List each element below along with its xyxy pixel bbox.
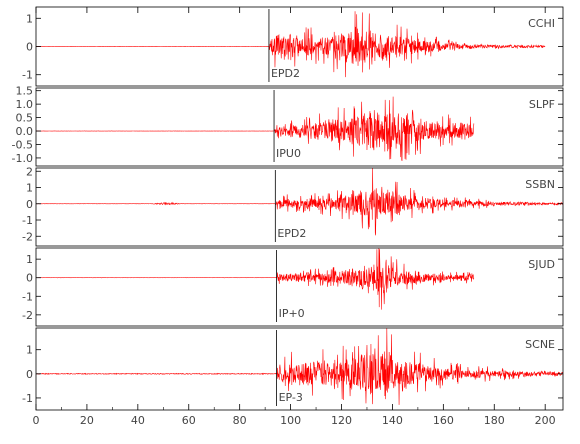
y-tick-label: -0.5 (12, 138, 33, 151)
x-tick-label: 20 (80, 414, 94, 427)
station-label: SCNE (525, 338, 555, 351)
y-tick-label: -1 (22, 69, 33, 82)
y-tick-label: 0 (26, 368, 33, 381)
y-tick-label: 1.5 (16, 85, 34, 98)
x-tick-label: 60 (182, 414, 196, 427)
station-label: SLPF (529, 98, 555, 111)
waveform-trace (35, 11, 546, 78)
waveform-trace (35, 247, 475, 310)
phase-pick-label: EPD2 (271, 67, 300, 80)
x-tick-label: 180 (484, 414, 505, 427)
phase-pick-label: IPU0 (276, 147, 301, 160)
y-tick-label: -1.0 (12, 152, 33, 165)
x-tick-label: 200 (535, 414, 556, 427)
panel-frame (35, 87, 564, 167)
station-label: CCHI (528, 17, 555, 30)
station-label: SJUD (528, 258, 555, 271)
y-tick-label: 1.0 (16, 98, 34, 111)
y-tick-label: 0 (26, 41, 33, 54)
phase-pick-label: EP-3 (279, 391, 303, 404)
y-tick-label: -1 (22, 392, 33, 405)
panel-frame (35, 6, 564, 87)
panel-scne: EP-3 SCNE -1 0 1 (22, 327, 564, 411)
y-tick-label: 0 (26, 272, 33, 285)
panel-frame (35, 327, 564, 411)
waveform-trace (35, 167, 564, 236)
panel-cchi: EPD2 CCHI -1 0 1 (22, 6, 564, 87)
x-tick-label: 160 (433, 414, 454, 427)
waveform-trace (35, 328, 564, 405)
x-tick-label: 0 (33, 414, 40, 427)
phase-pick-label: IP+0 (279, 307, 305, 320)
y-tick-label: 1 (26, 344, 33, 357)
x-tick-label: 40 (131, 414, 145, 427)
panel-frame (35, 167, 564, 247)
y-tick-label: -2 (22, 309, 33, 322)
panel-sjud: IP+0 SJUD -2 -1 0 1 (22, 247, 564, 327)
y-tick-label: 0.5 (16, 112, 34, 125)
y-tick-label: 0.0 (16, 125, 34, 138)
y-tick-label: 1 (26, 12, 33, 25)
phase-pick-label: EPD2 (277, 227, 306, 240)
x-axis: 0 20 40 60 80 100 120 140 160 180 200 (33, 7, 556, 427)
waveform-trace (35, 96, 475, 161)
y-tick-label: 2 (26, 165, 33, 178)
y-tick-label: -2 (22, 230, 33, 243)
station-label: SSBN (525, 178, 555, 191)
y-tick-label: 1 (26, 182, 33, 195)
panel-frame (35, 247, 564, 327)
y-tick-label: 0 (26, 198, 33, 211)
panel-ssbn: EPD2 SSBN -2 -1 0 1 2 (22, 165, 564, 247)
x-tick-label: 100 (280, 414, 301, 427)
x-tick-label: 80 (233, 414, 247, 427)
x-tick-label: 120 (331, 414, 352, 427)
y-tick-label: -1 (22, 290, 33, 303)
panels-layer: EPD2 CCHI -1 0 1 IPU0 SLPF -1.0-0.50.00.51.01.5… (12, 6, 564, 411)
y-tick-label: -1 (22, 214, 33, 227)
panel-slpf: IPU0 SLPF -1.0-0.50.00.51.01.5 (12, 85, 564, 167)
x-tick-label: 140 (382, 414, 403, 427)
y-tick-label: 1 (26, 253, 33, 266)
